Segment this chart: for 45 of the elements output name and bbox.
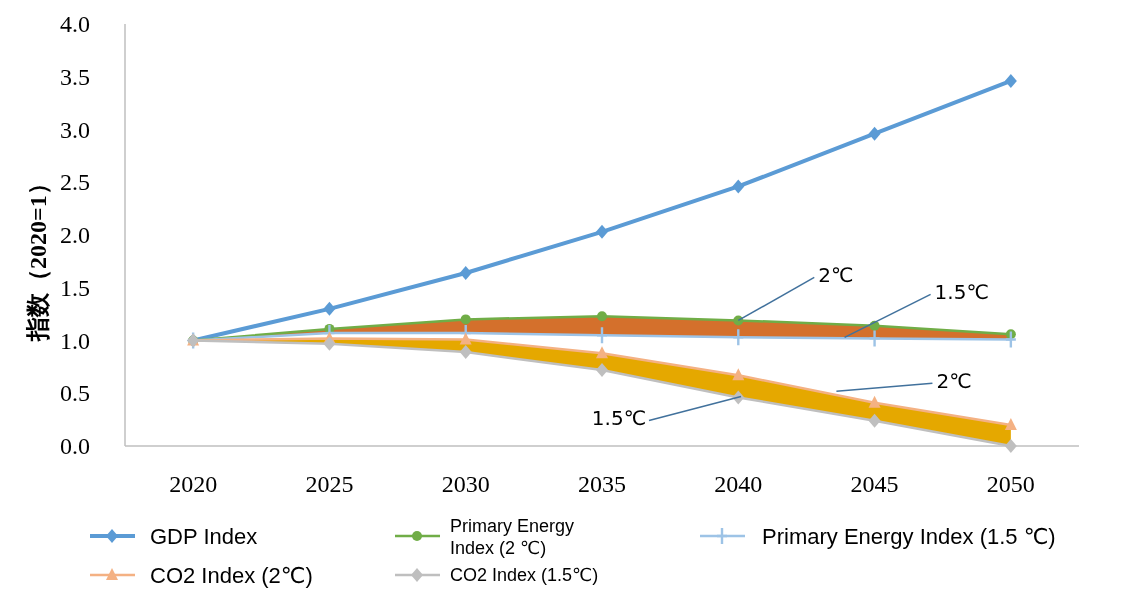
legend-label: CO2 Index (2℃) <box>150 562 313 588</box>
y-tick-label: 2.5 <box>60 169 90 196</box>
y-axis-title: 指数（2020=1） <box>25 171 51 342</box>
x-tick-label: 2050 <box>986 471 1035 497</box>
y-tick-label: 3.5 <box>60 63 90 90</box>
point <box>596 346 608 359</box>
y-tick-label: 0.5 <box>60 380 90 407</box>
annotation: 2℃ <box>936 369 972 394</box>
x-tick-label: 2020 <box>169 471 218 497</box>
point <box>732 368 745 381</box>
point <box>1004 439 1017 453</box>
point <box>596 224 608 239</box>
annotation: 1.5℃ <box>591 395 742 431</box>
point <box>459 332 472 345</box>
point <box>868 413 881 428</box>
x-tick-label: 2045 <box>850 471 899 497</box>
x-tick-label: 2030 <box>441 471 490 497</box>
y-tick-label: 3.0 <box>60 116 90 143</box>
y-tick-label: 0.0 <box>60 433 90 459</box>
point <box>459 265 472 280</box>
annotation: 1.5℃ <box>591 406 647 431</box>
annotation: 1.5℃ <box>934 280 989 305</box>
y-tick-label: 2.0 <box>60 222 90 248</box>
y-tick-label: 4.0 <box>60 11 90 37</box>
legend-label: CO2 Index (1.5℃) <box>450 565 599 585</box>
y-tick-label: 1.0 <box>60 327 90 354</box>
x-tick-label: 2040 <box>714 471 763 497</box>
point <box>868 395 881 408</box>
point <box>459 345 472 360</box>
legend-label: GDP Index <box>150 523 258 549</box>
x-tick-label: 2025 <box>305 471 354 497</box>
point <box>323 336 336 351</box>
point <box>1004 73 1017 88</box>
point <box>323 301 336 316</box>
legend-label: Primary Energy Index (2 ℃) <box>450 516 575 558</box>
x-tick-label: 2035 <box>578 471 626 497</box>
point <box>596 363 608 378</box>
point <box>597 311 607 322</box>
point <box>732 179 745 194</box>
point <box>1004 417 1017 430</box>
annotation: 2℃ <box>835 369 972 394</box>
point <box>460 314 471 325</box>
legend-label: Primary Energy Index (1.5 ℃) <box>762 523 1056 549</box>
point <box>868 126 881 141</box>
y-tick-label: 1.5 <box>60 274 90 301</box>
